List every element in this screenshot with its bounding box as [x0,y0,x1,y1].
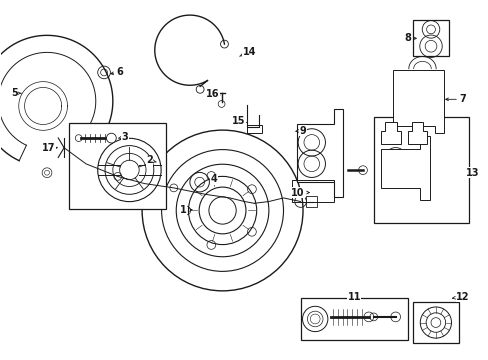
Ellipse shape [188,176,256,244]
Bar [373,117,468,223]
Bar [412,21,448,56]
Text: 5: 5 [11,88,21,98]
Bar [306,196,317,207]
Text: 1: 1 [180,206,192,216]
Ellipse shape [106,133,116,143]
Polygon shape [380,122,400,144]
Text: 15: 15 [231,116,245,126]
Polygon shape [407,122,427,144]
Bar [246,126,261,133]
Polygon shape [392,70,444,134]
Text: 3: 3 [118,132,128,142]
Text: 11: 11 [347,292,360,302]
Text: 14: 14 [239,46,256,57]
Text: 9: 9 [295,126,306,135]
Ellipse shape [208,197,236,224]
Ellipse shape [142,130,303,291]
Ellipse shape [176,164,268,257]
Polygon shape [297,109,343,197]
Text: 17: 17 [41,143,57,153]
Text: 6: 6 [110,67,123,77]
Bar [292,180,333,202]
Ellipse shape [161,150,283,271]
Text: 8: 8 [404,33,415,43]
Bar [69,123,166,209]
Ellipse shape [199,187,245,234]
Bar [412,302,458,343]
Text: 16: 16 [205,89,220,99]
Text: 13: 13 [465,168,478,178]
Text: 7: 7 [445,94,466,104]
Text: 2: 2 [146,155,156,165]
Text: 4: 4 [210,174,217,184]
Text: 12: 12 [451,292,469,302]
Bar [300,298,407,339]
Polygon shape [380,136,429,200]
Text: 10: 10 [291,188,309,198]
